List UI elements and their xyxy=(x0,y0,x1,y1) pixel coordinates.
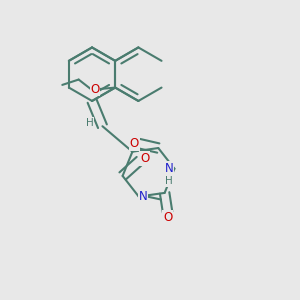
Text: O: O xyxy=(90,82,100,96)
Text: N: N xyxy=(165,162,173,175)
Text: N: N xyxy=(139,190,148,203)
Text: H: H xyxy=(165,176,173,186)
Text: H: H xyxy=(86,118,94,128)
Text: O: O xyxy=(163,211,172,224)
Text: O: O xyxy=(140,152,149,165)
Text: O: O xyxy=(130,137,139,150)
